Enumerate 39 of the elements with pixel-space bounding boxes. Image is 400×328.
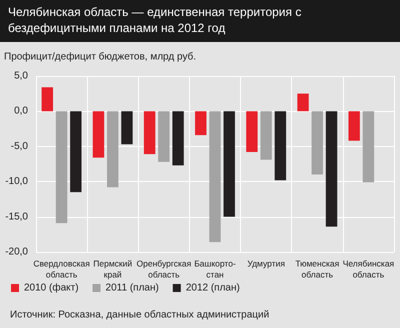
bar xyxy=(195,111,206,136)
y-tick-label: 0,0 xyxy=(14,106,28,117)
x-tick-label: Удмуртия xyxy=(247,258,286,268)
x-tick-label: Тюменская область xyxy=(295,258,340,280)
bar xyxy=(121,111,133,144)
bar xyxy=(224,111,235,217)
bar xyxy=(246,111,258,152)
bar xyxy=(144,111,156,154)
y-tick-label: -5,0 xyxy=(10,140,28,152)
bar xyxy=(326,111,338,227)
bar xyxy=(297,94,309,112)
bar xyxy=(362,111,374,182)
bar xyxy=(42,87,54,112)
bar xyxy=(260,111,272,160)
x-tick-label: Башкорто- стан xyxy=(194,258,236,280)
y-axis-title: Профицит/дефицит бюджетов, млрд руб. xyxy=(4,52,196,62)
bar xyxy=(172,111,184,166)
x-tick-label: Свердловская область xyxy=(33,258,90,280)
bar xyxy=(158,111,170,162)
bar xyxy=(348,111,360,141)
legend-label: 2010 (факт) xyxy=(24,282,79,294)
text: Источник: Росказна, данные областных администраций xyxy=(10,310,270,320)
legend-label: 2012 (план) xyxy=(186,282,240,294)
bar xyxy=(107,111,118,188)
legend-label: 2011 (план) xyxy=(106,282,159,294)
bar xyxy=(274,111,286,180)
bar xyxy=(312,111,323,175)
y-tick-label: -10,0 xyxy=(5,176,28,188)
bar xyxy=(209,111,221,242)
bar xyxy=(92,111,104,158)
chart-title: Челябинская область — единственная территория с бездефицитными планами на 2012 год xyxy=(0,0,400,42)
y-tick-label: 5,0 xyxy=(14,70,28,82)
x-tick-label: Оренбургская область xyxy=(136,258,192,280)
y-tick-label: -15,0 xyxy=(5,211,28,222)
bar xyxy=(70,111,82,192)
bar xyxy=(56,111,68,224)
x-tick-label: Челябинская область xyxy=(342,258,395,280)
x-tick-label: Пермский край xyxy=(93,258,132,280)
y-tick-label: -20,0 xyxy=(5,246,28,258)
